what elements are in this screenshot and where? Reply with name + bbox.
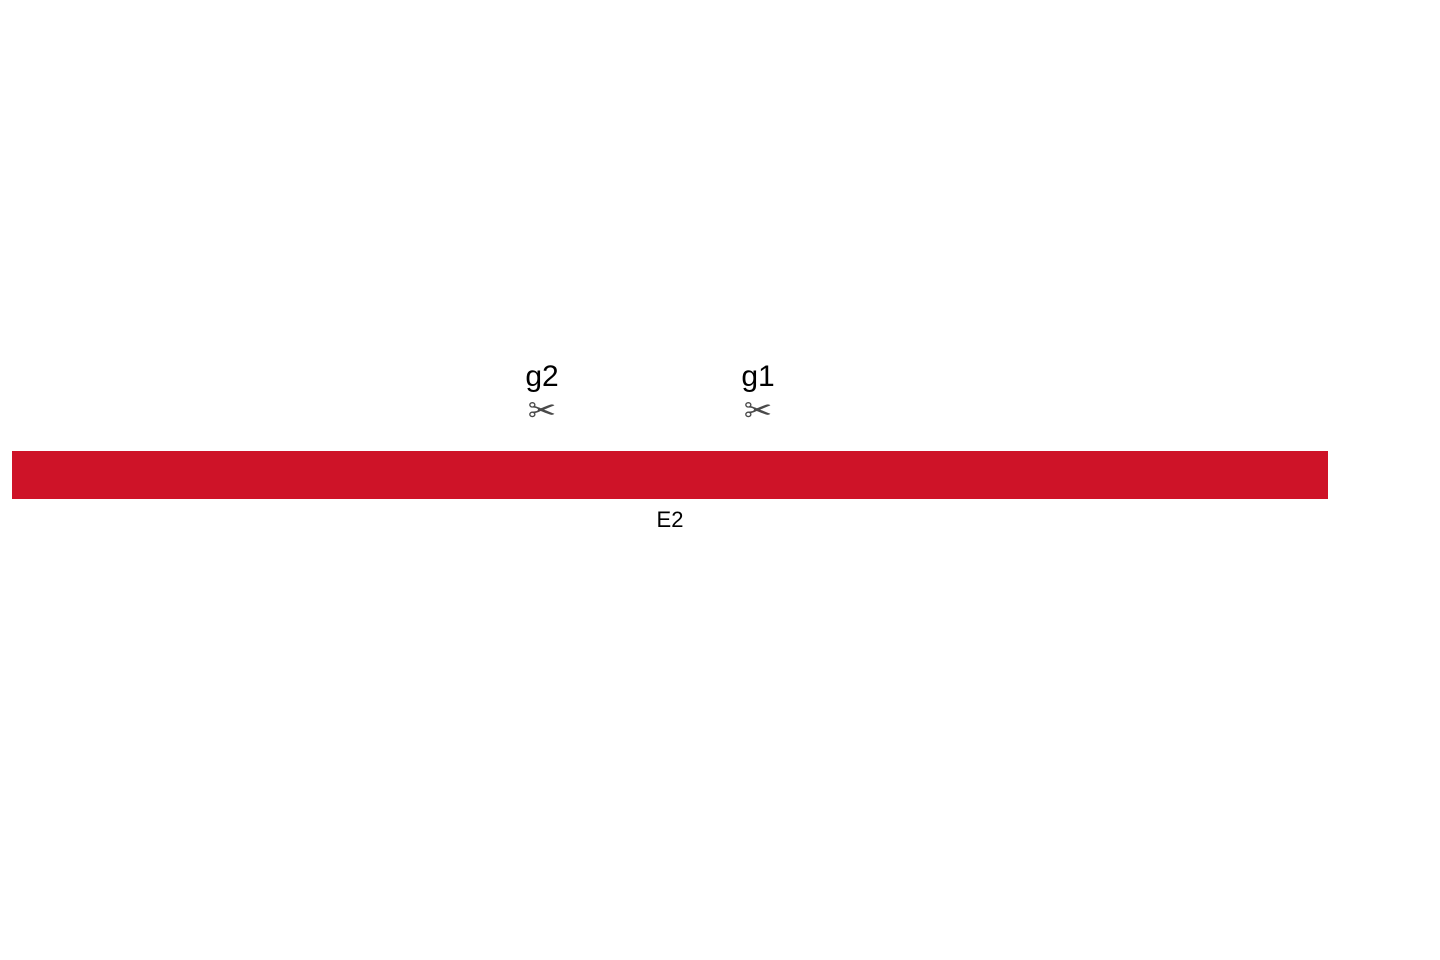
- cut-marker-g1: g1 ✂: [741, 362, 774, 428]
- scissors-icon: ✂: [525, 394, 558, 428]
- segment-bar: [12, 451, 1328, 499]
- cut-marker-g2: g2 ✂: [525, 362, 558, 428]
- cut-label-g1: g1: [741, 362, 774, 392]
- scissors-icon: ✂: [741, 394, 774, 428]
- cut-label-g2: g2: [525, 362, 558, 392]
- segment-label: E2: [657, 507, 684, 533]
